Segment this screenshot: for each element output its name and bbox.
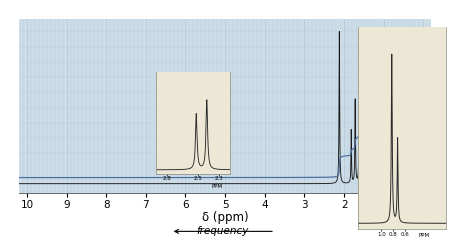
X-axis label: δ (ppm): δ (ppm) <box>202 211 248 224</box>
Text: PPM: PPM <box>418 233 429 238</box>
Text: frequency: frequency <box>197 226 249 236</box>
Text: PPM: PPM <box>211 184 222 189</box>
